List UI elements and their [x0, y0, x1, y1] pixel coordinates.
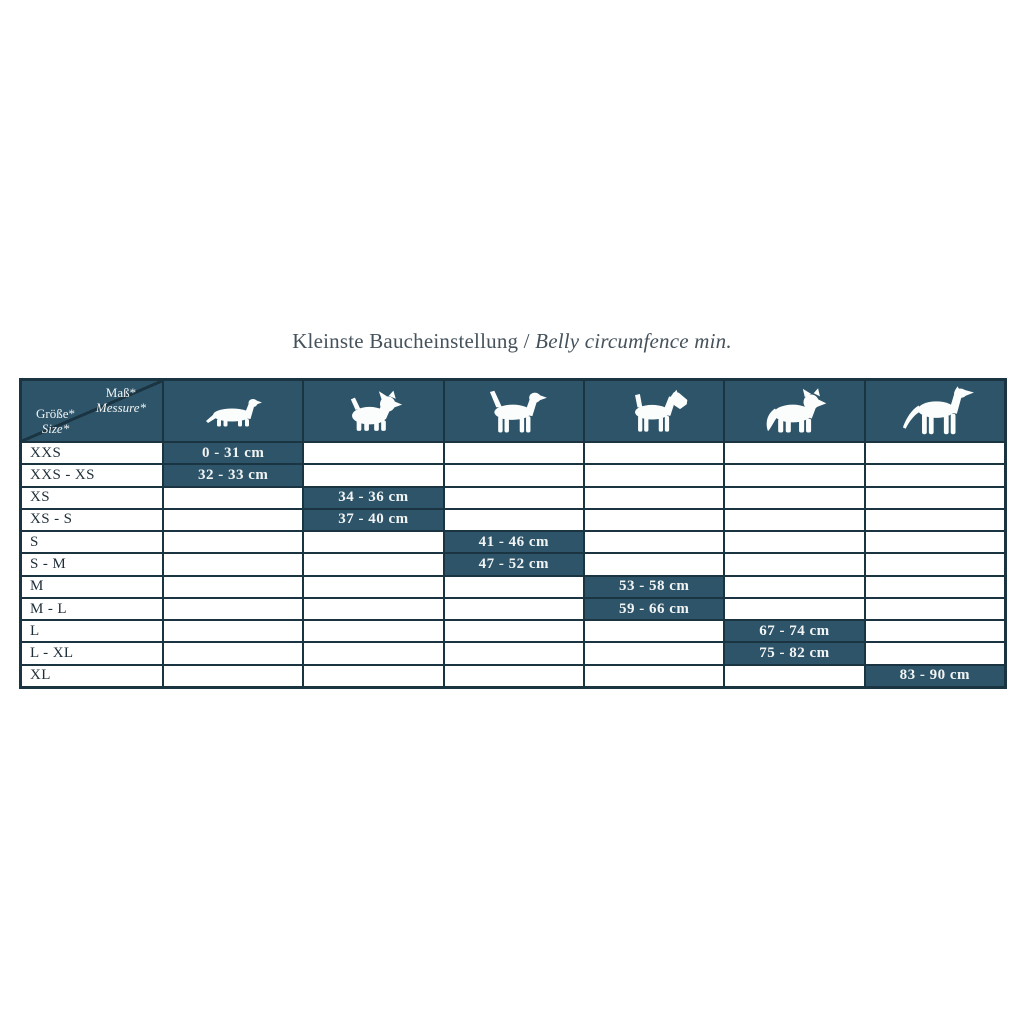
value-cell: 59 - 66 cm	[584, 598, 724, 620]
empty-cell	[865, 576, 1004, 597]
value-cell: 75 - 82 cm	[725, 643, 864, 664]
empty-cell	[164, 598, 303, 620]
empty-cell	[164, 509, 303, 531]
empty-cell	[584, 554, 724, 575]
empty-cell	[304, 465, 443, 486]
empty-cell	[584, 532, 724, 553]
empty-cell	[584, 643, 724, 664]
empty-cell	[444, 598, 583, 620]
husky-icon	[767, 388, 827, 433]
empty-cell	[444, 576, 583, 597]
empty-cell	[865, 532, 1004, 553]
empty-cell	[725, 532, 864, 553]
column-header-small-terrier	[304, 381, 443, 441]
empty-cell	[444, 665, 583, 686]
size-row-label: L	[22, 621, 162, 642]
corner-diagonal-divider	[22, 381, 162, 441]
empty-cell	[164, 643, 303, 664]
empty-cell	[865, 509, 1004, 531]
empty-cell	[584, 443, 724, 464]
column-header-great-dane	[865, 381, 1004, 441]
great-dane-icon	[902, 386, 974, 435]
empty-cell	[164, 665, 303, 686]
empty-cell	[304, 443, 443, 464]
size-row-label: M	[22, 576, 162, 597]
value-cell: 41 - 46 cm	[444, 532, 583, 553]
size-row-label: XL	[22, 665, 162, 686]
corner-measure-label: Maß* Messure*	[95, 385, 146, 415]
fox-terrier-icon	[634, 389, 688, 432]
column-header-fox-terrier	[584, 381, 724, 441]
empty-cell	[444, 443, 583, 464]
empty-cell	[444, 465, 583, 486]
empty-cell	[444, 487, 583, 508]
empty-cell	[725, 598, 864, 620]
empty-cell	[725, 487, 864, 508]
value-cell: 0 - 31 cm	[164, 443, 303, 464]
empty-cell	[865, 643, 1004, 664]
empty-cell	[725, 509, 864, 531]
size-row-label: XXS	[22, 443, 162, 464]
empty-cell	[584, 487, 724, 508]
value-cell: 34 - 36 cm	[304, 487, 443, 508]
empty-cell	[865, 465, 1004, 486]
value-cell: 47 - 52 cm	[444, 554, 583, 575]
corner-size-label: Größe* Size*	[36, 406, 75, 436]
column-header-husky	[725, 381, 864, 441]
title-english: Belly circumfence min.	[535, 329, 732, 353]
empty-cell	[865, 621, 1004, 642]
value-cell: 37 - 40 cm	[304, 509, 443, 531]
column-header-beagle	[444, 381, 583, 441]
empty-cell	[304, 554, 443, 575]
value-cell: 53 - 58 cm	[584, 576, 724, 597]
size-row-label: XS	[22, 487, 162, 508]
empty-cell	[304, 665, 443, 686]
column-header-dachshund	[164, 381, 303, 441]
empty-cell	[164, 621, 303, 642]
empty-cell	[304, 576, 443, 597]
empty-cell	[304, 643, 443, 664]
empty-cell	[304, 621, 443, 642]
size-row-label: M - L	[22, 598, 162, 620]
empty-cell	[865, 554, 1004, 575]
empty-cell	[304, 598, 443, 620]
empty-cell	[725, 554, 864, 575]
value-cell: 67 - 74 cm	[725, 621, 864, 642]
empty-cell	[584, 465, 724, 486]
empty-cell	[444, 621, 583, 642]
empty-cell	[865, 487, 1004, 508]
page-title: Kleinste Baucheinstellung / Belly circum…	[0, 328, 1024, 355]
empty-cell	[164, 554, 303, 575]
dachshund-icon	[206, 399, 263, 427]
size-row-label: S - M	[22, 554, 162, 575]
empty-cell	[444, 509, 583, 531]
size-row-label: L - XL	[22, 643, 162, 664]
size-table: Maß* Messure* Größe* Size*	[19, 378, 1007, 689]
empty-cell	[865, 598, 1004, 620]
corner-cell: Maß* Messure* Größe* Size*	[22, 381, 162, 441]
empty-cell	[725, 443, 864, 464]
small-terrier-icon	[351, 390, 403, 431]
value-cell: 83 - 90 cm	[865, 665, 1004, 686]
title-german: Kleinste Baucheinstellung /	[292, 329, 530, 353]
size-row-label: S	[22, 532, 162, 553]
size-row-label: XS - S	[22, 509, 162, 531]
empty-cell	[725, 665, 864, 686]
empty-cell	[444, 643, 583, 664]
empty-cell	[584, 509, 724, 531]
empty-cell	[584, 665, 724, 686]
empty-cell	[304, 532, 443, 553]
value-cell: 32 - 33 cm	[164, 465, 303, 486]
empty-cell	[725, 576, 864, 597]
empty-cell	[865, 443, 1004, 464]
empty-cell	[725, 465, 864, 486]
size-row-label: XXS - XS	[22, 465, 162, 486]
empty-cell	[584, 621, 724, 642]
beagle-icon	[489, 390, 547, 433]
empty-cell	[164, 487, 303, 508]
empty-cell	[164, 576, 303, 597]
empty-cell	[164, 532, 303, 553]
